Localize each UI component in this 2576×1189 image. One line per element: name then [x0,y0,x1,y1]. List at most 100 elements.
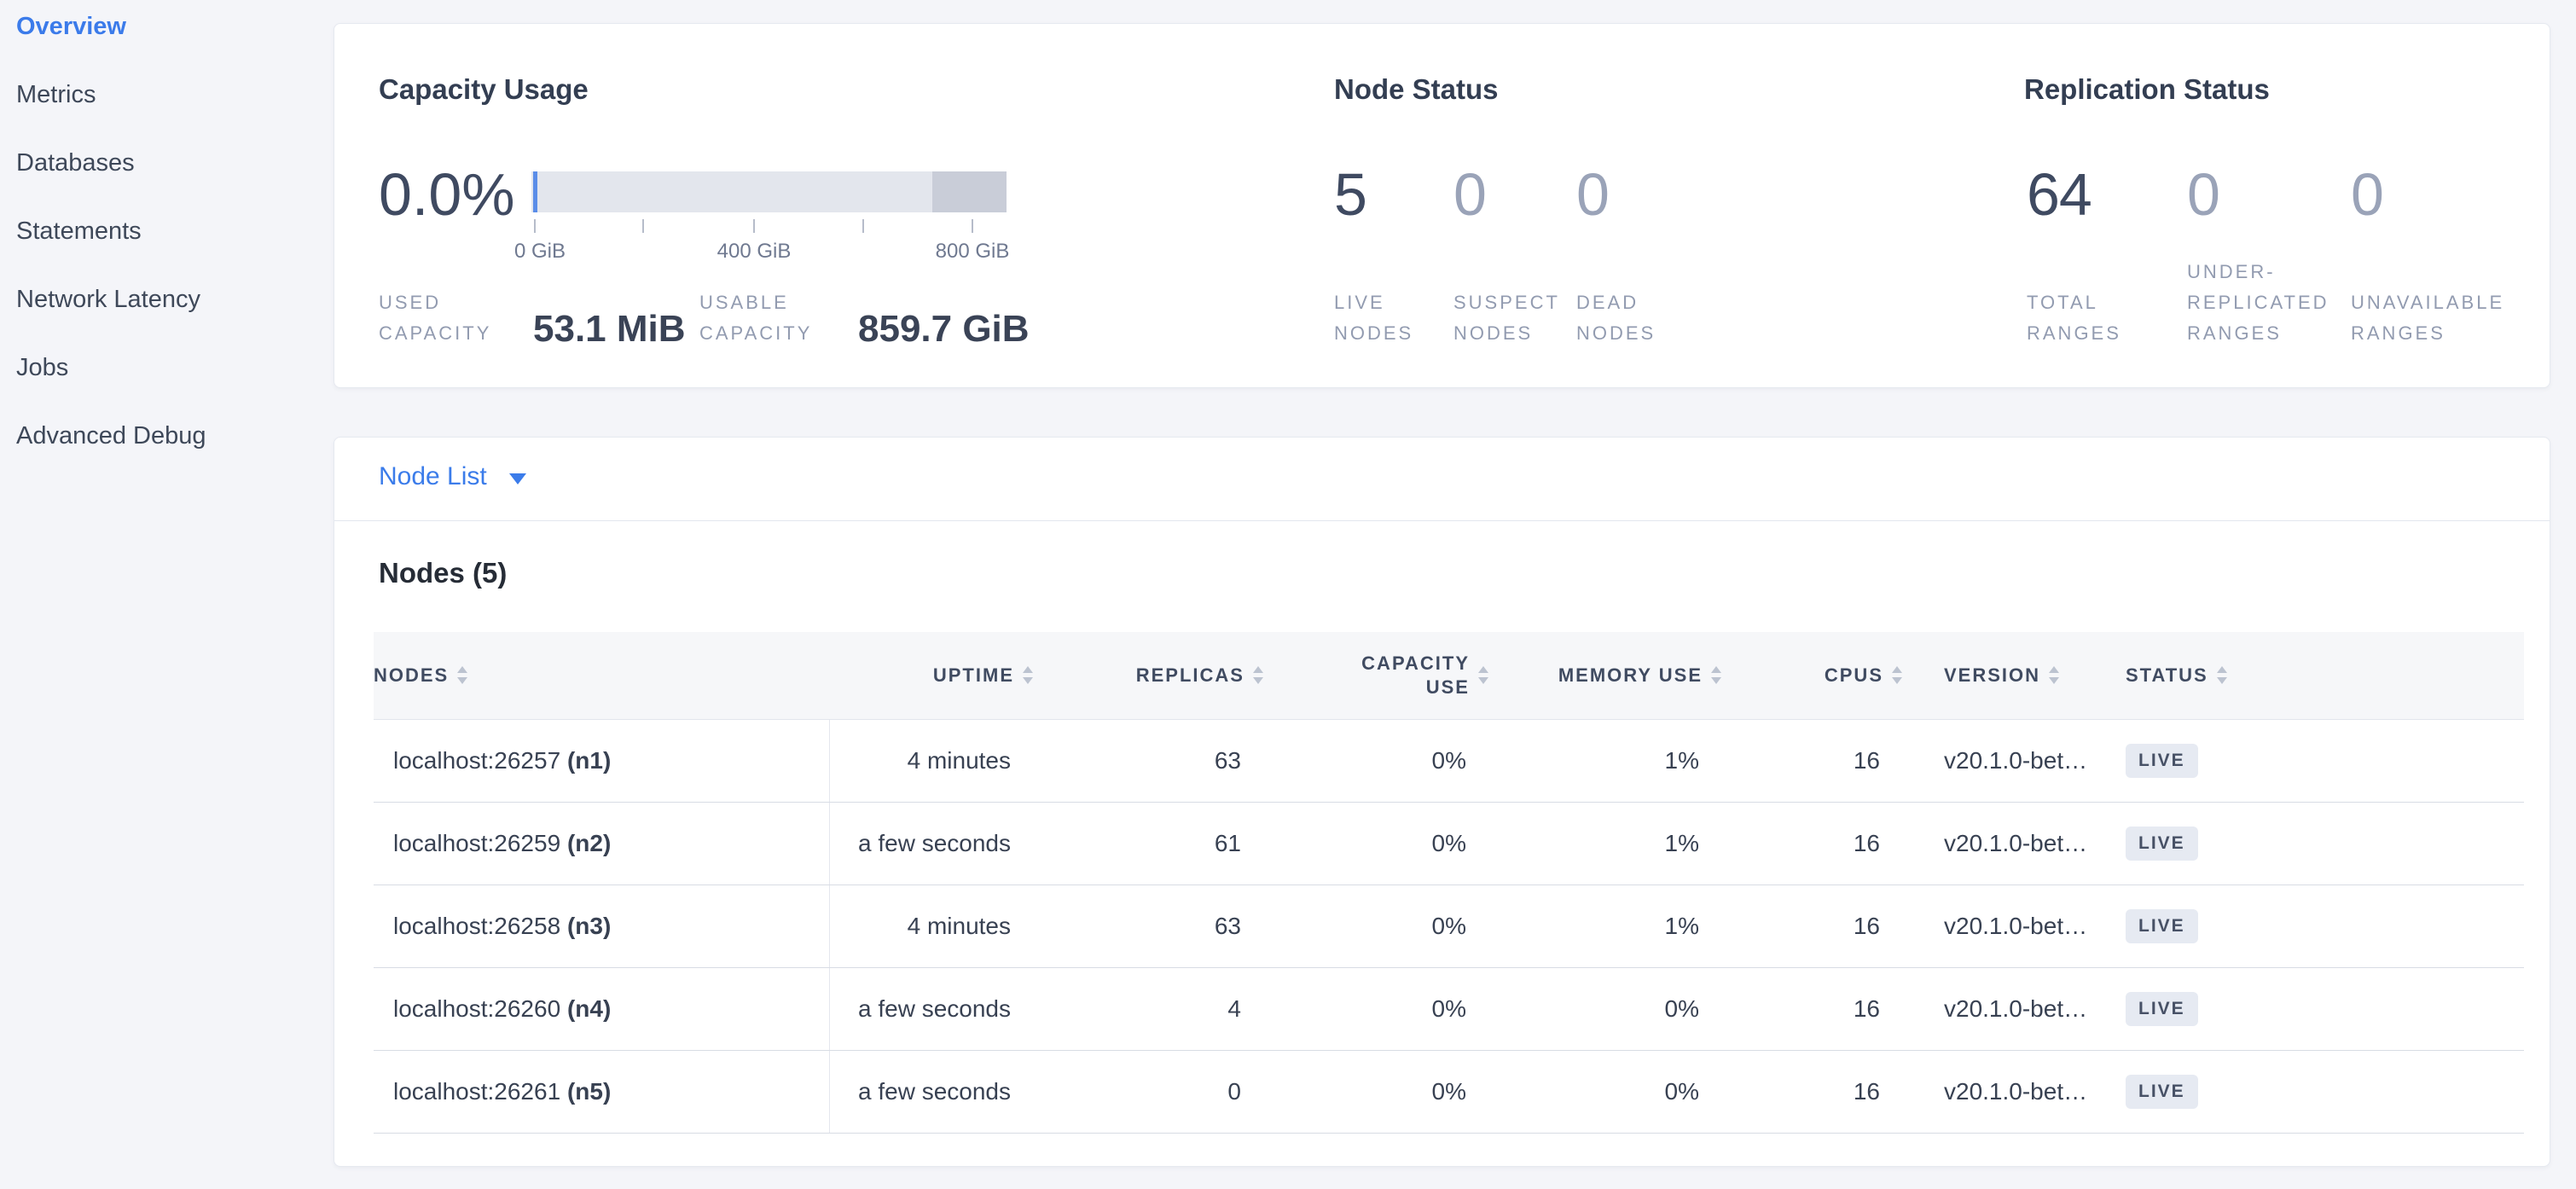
suspect-nodes-stat: 0 SUSPECT NODES [1453,24,1580,387]
sidebar-item-databases[interactable]: Databases [16,149,135,177]
sort-arrows-icon [1478,666,1488,685]
axis-tick-label: 400 GiB [717,240,792,263]
node-address-cell[interactable]: localhost:26259 (n2) [374,802,830,885]
suspect-nodes-label: SUSPECT NODES [1453,292,1560,344]
uptime-cell: a few seconds [829,802,1035,885]
sort-arrows-icon [1892,666,1902,685]
total-ranges-stat: 64 TOTAL RANGES [2027,24,2184,387]
status-badge: LIVE [2126,908,2198,943]
version-cell: v20.1.0-bet… [1904,884,2103,968]
sidebar-item-network-latency[interactable]: Network Latency [16,286,200,313]
sort-arrows-icon [457,666,468,685]
cpus-cell: 16 [1723,802,1904,885]
node-list-selector-row: Node List [334,438,2550,521]
capacity-cell: 0% [1265,1050,1490,1134]
memory-cell: 1% [1490,884,1723,968]
unavailable-ranges-value: 0 [2351,161,2384,228]
total-ranges-label: TOTAL RANGES [2027,292,2121,344]
uptime-cell: 4 minutes [829,884,1035,968]
column-header-label: CPUS [1824,664,1883,686]
status-cell: LIVE [2103,967,2524,1051]
cluster-overview-card: Capacity Usage 0.0% 0 GiB 400 GiB 800 Gi… [334,23,2550,388]
column-header-uptime[interactable]: UPTIME [829,632,1035,720]
sidebar-nav: Overview Metrics Databases Statements Networ… [0,0,334,490]
node-address-cell[interactable]: localhost:26257 (n1) [374,719,830,803]
nodes-table-title: Nodes (5) [379,557,508,589]
table-row: localhost:26258 (n3) 4 minutes 63 0% 1% 16 v20… [374,884,2524,968]
column-header-version[interactable]: VERSION [1904,632,2103,720]
table-row: localhost:26260 (n4) a few seconds 4 0% 0% 16… [374,967,2524,1051]
version-cell: v20.1.0-bet… [1904,967,2103,1051]
unavailable-ranges-stat: 0 UNAVAILABLE RANGES [2351,24,2530,387]
table-row: localhost:26259 (n2) a few seconds 61 0% 1% 1… [374,802,2524,885]
node-id: (n1) [566,746,612,774]
nodes-table: NODES UPTIME REPLICAS CAPACITY USE MEMORY US… [374,632,2524,1134]
axis-tick [642,219,644,233]
status-badge: LIVE [2126,743,2198,778]
version-cell: v20.1.0-bet… [1904,719,2103,803]
capacity-cell: 0% [1265,884,1490,968]
axis-tick [534,219,536,233]
column-header-label: UPTIME [932,664,1014,686]
sidebar-item-statements[interactable]: Statements [16,218,142,245]
capacity-usage-title: Capacity Usage [379,73,589,105]
node-address-cell[interactable]: localhost:26260 (n4) [374,967,830,1051]
axis-tick-label: 0 GiB [513,240,566,263]
column-header-label: CAPACITY USE [1361,652,1470,698]
usable-capacity-value: 859.7 GiB [858,308,1030,350]
sidebar-item-metrics[interactable]: Metrics [16,81,96,108]
sort-arrows-icon [1711,666,1721,685]
column-header-status[interactable]: STATUS [2103,632,2524,720]
used-capacity-label: USED CAPACITY [379,292,492,344]
sort-arrows-icon [2216,666,2227,685]
sort-arrows-icon [2049,666,2060,685]
capacity-bar-used-segment [533,171,537,212]
node-address: localhost:26257 [393,746,567,774]
cpus-cell: 16 [1723,967,1904,1051]
column-header-node[interactable]: NODES [374,632,829,720]
memory-cell: 0% [1490,1050,1723,1134]
used-capacity-value: 53.1 MiB [533,308,686,350]
version-cell: v20.1.0-bet… [1904,1050,2103,1134]
uptime-cell: a few seconds [829,1050,1035,1134]
status-cell: LIVE [2103,884,2524,968]
unavailable-ranges-label: UNAVAILABLE RANGES [2351,292,2505,344]
live-nodes-value: 5 [1334,161,1367,228]
node-list-card: Node List Nodes (5) NODES UPTIME REPLICAS C… [334,437,2550,1167]
under-replicated-ranges-stat: 0 UNDER- REPLICATED RANGES [2187,24,2349,387]
column-header-label: REPLICAS [1135,664,1244,686]
uptime-cell: a few seconds [829,967,1035,1051]
live-nodes-label: LIVE NODES [1334,292,1414,344]
node-id: (n2) [566,829,612,856]
table-row: localhost:26261 (n5) a few seconds 0 0% 0% 16… [374,1050,2524,1134]
node-list-dropdown-label: Node List [379,462,487,490]
replicas-cell: 0 [1035,1050,1265,1134]
sidebar-item-advanced-debug[interactable]: Advanced Debug [16,422,206,450]
column-header-capacity[interactable]: CAPACITY USE [1265,632,1490,720]
node-address-cell[interactable]: localhost:26258 (n3) [374,884,830,968]
total-ranges-value: 64 [2027,161,2092,228]
node-list-dropdown[interactable]: Node List [379,462,526,491]
sidebar-item-overview[interactable]: Overview [16,13,126,40]
column-header-cpus[interactable]: CPUS [1723,632,1904,720]
column-header-memory[interactable]: MEMORY USE [1490,632,1723,720]
replicas-cell: 4 [1035,967,1265,1051]
replicas-cell: 63 [1035,719,1265,803]
table-row: localhost:26257 (n1) 4 minutes 63 0% 1% 16 v20… [374,719,2524,803]
cpus-cell: 16 [1723,1050,1904,1134]
sort-arrows-icon [1253,666,1263,685]
node-address: localhost:26259 [393,829,567,856]
sort-arrows-icon [1023,666,1033,685]
live-nodes-stat: 5 LIVE NODES [1334,24,1449,387]
node-address-cell[interactable]: localhost:26261 (n5) [374,1050,830,1134]
status-badge: LIVE [2126,1074,2198,1109]
sidebar-item-jobs[interactable]: Jobs [16,354,69,381]
axis-tick-label: 800 GiB [935,240,1010,263]
sidebar: Overview Metrics Databases Statements Networ… [0,0,334,1189]
node-id: (n4) [566,995,612,1022]
capacity-used-percent: 0.0% [379,161,515,228]
node-id: (n3) [566,912,612,939]
column-header-replicas[interactable]: REPLICAS [1035,632,1265,720]
column-header-label: STATUS [2126,664,2208,686]
memory-cell: 0% [1490,967,1723,1051]
